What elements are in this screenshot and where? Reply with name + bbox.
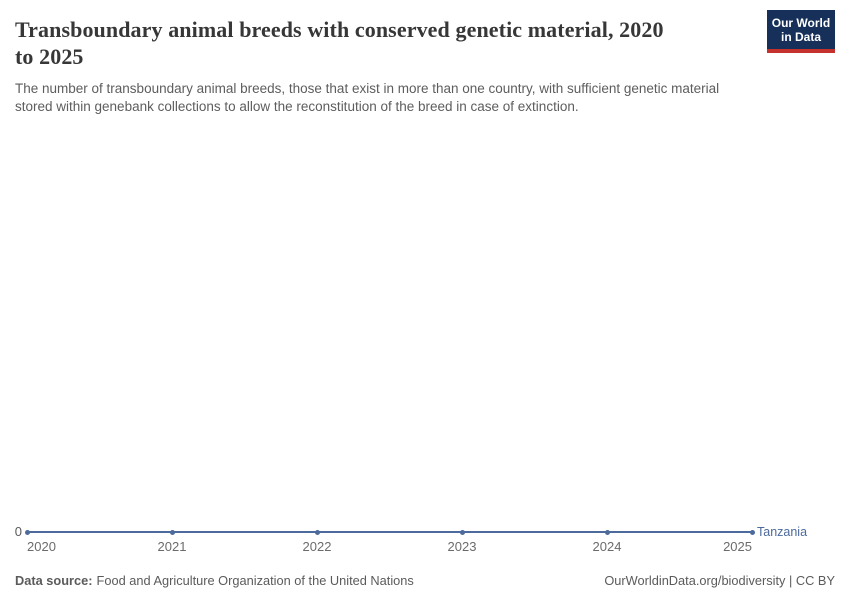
data-point-2024 — [604, 529, 610, 535]
series-line-tanzania — [27, 531, 752, 533]
data-point-2021 — [169, 529, 175, 535]
owid-logo-line1: Our World — [771, 16, 831, 30]
data-point-2020 — [24, 529, 30, 535]
license-link[interactable]: OurWorldinData.org/biodiversity | CC BY — [604, 573, 835, 588]
series-entity-label[interactable]: Tanzania — [757, 525, 808, 539]
x-tick-label-2024: 2024 — [592, 539, 622, 554]
data-source-value: Food and Agriculture Organization of the… — [96, 573, 414, 588]
x-tick-label-2021: 2021 — [157, 539, 187, 554]
page-title-line1: Transboundary animal breeds with conserv… — [15, 17, 664, 42]
x-tick-label-2023: 2023 — [447, 539, 477, 554]
x-tick-label-2025: 2025 — [723, 539, 752, 554]
y-axis-zero-label: 0 — [14, 524, 22, 539]
x-tick-label-2022: 2022 — [302, 539, 332, 554]
data-point-2025 — [749, 529, 755, 535]
chart-footer: Data source: Food and Agriculture Organiz… — [15, 573, 835, 588]
page-title: Transboundary animal breeds with conserv… — [15, 16, 767, 70]
data-point-2023 — [459, 529, 465, 535]
chart-subtitle-line1: The number of transboundary animal breed… — [15, 81, 720, 96]
page-title-line2: to 2025 — [15, 44, 84, 69]
chart-subtitle-line2: stored within genebank collections to al… — [15, 98, 579, 114]
chart-header-text: Transboundary animal breeds with conserv… — [15, 16, 767, 115]
chart-subtitle: The number of transboundary animal breed… — [15, 80, 767, 115]
x-tick-label-2020: 2020 — [27, 539, 56, 554]
data-source-label: Data source: — [15, 573, 93, 588]
chart-header: Transboundary animal breeds with conserv… — [0, 0, 850, 115]
data-point-2022 — [314, 529, 320, 535]
owid-logo-line2: in Data — [780, 30, 821, 44]
owid-logo[interactable]: Our World in Data — [767, 10, 835, 53]
data-source-note: Data source: Food and Agriculture Organiz… — [15, 573, 414, 588]
